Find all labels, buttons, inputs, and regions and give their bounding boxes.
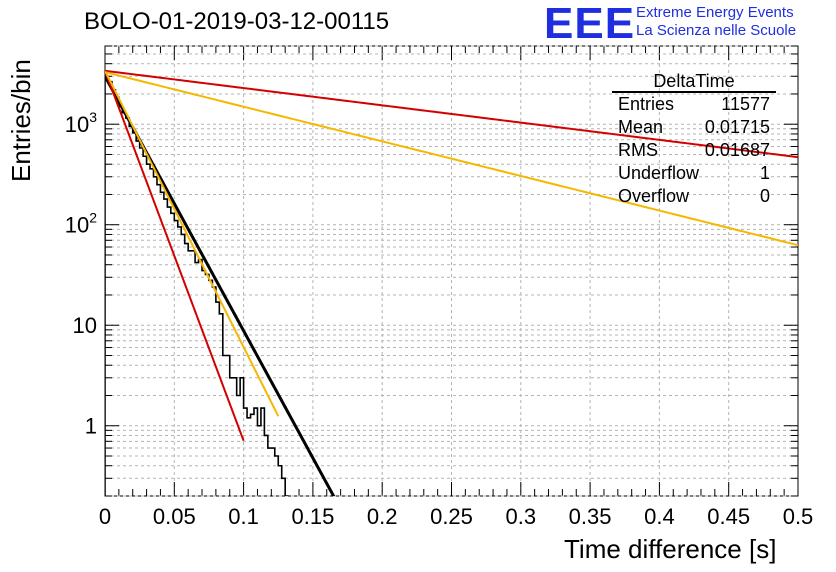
stats-value: 0.01715 bbox=[705, 117, 770, 137]
x-tick-label: 0.3 bbox=[506, 504, 537, 529]
x-tick-label: 0.1 bbox=[228, 504, 259, 529]
logo-caption: Extreme Energy Events La Scienza nelle S… bbox=[636, 4, 796, 40]
stats-value: 0 bbox=[760, 186, 770, 206]
logo-line-1: Extreme Energy Events bbox=[636, 4, 794, 21]
exp-curve-2 bbox=[105, 70, 280, 417]
y-tick-label: 102 bbox=[65, 210, 97, 238]
x-tick-label: 0.2 bbox=[367, 504, 398, 529]
stats-label: Mean bbox=[618, 117, 663, 137]
y-tick-label: 10 bbox=[73, 313, 97, 338]
x-tick-label: 0.15 bbox=[291, 504, 334, 529]
stats-label: Underflow bbox=[618, 163, 700, 183]
stats-label: Overflow bbox=[618, 186, 690, 206]
y-tick-base: 10 bbox=[65, 213, 89, 238]
histogram-step bbox=[105, 75, 289, 496]
x-tick-label: 0.5 bbox=[783, 504, 814, 529]
x-tick-label: 0.25 bbox=[430, 504, 473, 529]
y-tick-base: 10 bbox=[65, 112, 89, 137]
exp-curve-3 bbox=[105, 69, 798, 159]
exp-curve-1 bbox=[105, 70, 245, 442]
x-tick-label: 0.45 bbox=[707, 504, 750, 529]
x-tick-label: 0.35 bbox=[569, 504, 612, 529]
stats-value: 11577 bbox=[721, 94, 770, 114]
eee-logo: EEE bbox=[544, 0, 636, 48]
x-tick-label: 0.4 bbox=[644, 504, 675, 529]
stats-title: DeltaTime bbox=[653, 71, 734, 91]
x-axis-label: Time difference [s] bbox=[564, 534, 777, 564]
y-tick-exponent: 3 bbox=[89, 109, 97, 125]
exp-curve-4 bbox=[105, 71, 798, 247]
y-tick-base: 1 bbox=[85, 414, 97, 439]
chart-title: BOLO-01-2019-03-12-00115 bbox=[84, 8, 390, 35]
stats-value: 1 bbox=[760, 163, 770, 183]
stats-label: RMS bbox=[618, 140, 658, 160]
stats-label: Entries bbox=[618, 94, 674, 114]
x-tick-label: 0 bbox=[99, 504, 111, 529]
y-tick-label: 1 bbox=[85, 414, 97, 439]
y-tick-exponent: 2 bbox=[89, 210, 97, 226]
logo-line-2: La Scienza nelle Scuole bbox=[636, 22, 797, 39]
y-tick-base: 10 bbox=[73, 313, 97, 338]
x-tick-label: 0.05 bbox=[153, 504, 196, 529]
y-tick-label: 103 bbox=[65, 109, 97, 137]
stats-value: 0.01687 bbox=[705, 140, 770, 160]
